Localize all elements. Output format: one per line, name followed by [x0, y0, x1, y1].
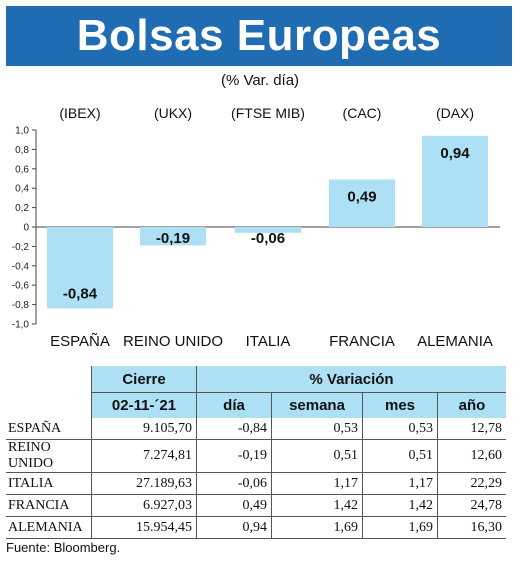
cell-cierre: 27.189,63 — [91, 472, 197, 495]
x-tick-label: ITALIA — [246, 333, 291, 350]
x-tick-label: FRANCIA — [329, 333, 395, 350]
table-corner-2 — [6, 393, 92, 419]
x-tick-label: REINO UNIDO — [123, 333, 223, 350]
cell-cierre: 7.274,81 — [91, 439, 197, 473]
bars — [47, 135, 488, 309]
cell-semana: 1,69 — [271, 516, 363, 539]
header-variacion: % Variación — [196, 366, 506, 393]
cell-ano: 12,60 — [437, 439, 506, 473]
cell-semana: 1,42 — [271, 494, 363, 517]
cell-semana: 0,51 — [271, 439, 363, 473]
bar-francia — [329, 179, 395, 227]
header-dia: día — [196, 392, 272, 418]
y-tick-label: 0,8 — [15, 145, 29, 156]
y-tick-label: -0,2 — [12, 242, 30, 253]
y-tick-label: 1,0 — [15, 126, 29, 137]
index-label: (FTSE MIB) — [231, 105, 305, 121]
cell-dia: -0,06 — [196, 472, 272, 495]
table-row: FRANCIA 6.927,03 0,49 1,42 1,42 24,78 — [6, 494, 506, 517]
source-note: Fuente: Bloomberg. — [6, 540, 121, 555]
cell-mes: 1,42 — [362, 494, 438, 517]
cell-ano: 24,78 — [437, 494, 506, 517]
table-corner — [6, 366, 92, 393]
cell-mes: 0,53 — [362, 418, 438, 440]
bar-italia — [235, 227, 301, 233]
table-row: REINO UNIDO 7.274,81 -0,19 0,51 0,51 12,60 — [6, 439, 506, 473]
cell-mes: 0,51 — [362, 439, 438, 473]
cell-dia: 0,94 — [196, 516, 272, 539]
header-cierre: Cierre — [91, 366, 197, 393]
row-country: ITALIA — [6, 472, 92, 495]
chart-subtitle: (% Var. día) — [220, 72, 300, 89]
cell-ano: 22,29 — [437, 472, 506, 495]
header-mes: mes — [362, 392, 438, 418]
data-label: -0,19 — [156, 230, 190, 247]
header-date: 02-11-´21 — [91, 392, 197, 418]
header-ano: año — [437, 392, 506, 418]
bar-españa — [47, 227, 113, 309]
cell-ano: 12,78 — [437, 418, 506, 440]
table-row: ITALIA 27.189,63 -0,06 1,17 1,17 22,29 — [6, 472, 506, 495]
y-tick-label: 0,4 — [15, 184, 29, 195]
y-tick-label: 0,2 — [15, 203, 29, 214]
cell-dia: -0,19 — [196, 439, 272, 473]
index-label: (CAC) — [343, 105, 382, 121]
y-tick-label: -0,6 — [12, 281, 30, 292]
header-semana: semana — [271, 392, 363, 418]
index-table: Cierre % Variación 02-11-´21 día semana … — [6, 366, 506, 539]
cell-cierre: 6.927,03 — [91, 494, 197, 517]
y-tick-label: -0,8 — [12, 300, 30, 311]
row-country: REINO UNIDO — [6, 439, 92, 473]
cell-semana: 1,17 — [271, 472, 363, 495]
bar-alemania — [422, 135, 488, 227]
y-tick-label: 0 — [23, 223, 29, 234]
y-tick-label: -1,0 — [12, 320, 30, 331]
table-row: ALEMANIA 15.954,45 0,94 1,69 1,69 16,30 — [6, 516, 506, 539]
labels: -0,84 (IBEX) ESPAÑA -0,19 (UKX) REINO UNIDO -0… — [50, 105, 493, 350]
data-label: -0,84 — [63, 285, 98, 302]
x-tick-label: ESPAÑA — [50, 333, 110, 350]
y-tick-label: 0,6 — [15, 164, 29, 175]
data-label: 0,49 — [347, 188, 376, 205]
cell-mes: 1,69 — [362, 516, 438, 539]
bar-chart: 1,0 0,8 0,6 0,4 0,2 0 -0,2 -0,4 -0,6 -0,8 -1,0 -0,… — [12, 105, 500, 350]
y-axis: 1,0 0,8 0,6 0,4 0,2 0 -0,2 -0,4 -0,6 -0,8 -1,0 — [12, 126, 500, 331]
row-country: ALEMANIA — [6, 516, 92, 539]
bar-reino-unido — [140, 227, 206, 246]
cell-cierre: 15.954,45 — [91, 516, 197, 539]
row-country: FRANCIA — [6, 494, 92, 517]
y-tick-label: -0,4 — [12, 261, 30, 272]
cell-ano: 16,30 — [437, 516, 506, 539]
index-label: (IBEX) — [59, 105, 100, 121]
index-label: (DAX) — [436, 105, 474, 121]
index-label: (UKX) — [154, 105, 192, 121]
cell-cierre: 9.105,70 — [91, 418, 197, 440]
row-country: ESPAÑA — [6, 418, 92, 440]
x-tick-label: ALEMANIA — [417, 333, 493, 350]
chart-title: Bolsas Europeas — [6, 6, 512, 66]
data-label: -0,06 — [251, 230, 285, 247]
table-row: ESPAÑA 9.105,70 -0,84 0,53 0,53 12,78 — [6, 418, 506, 440]
cell-mes: 1,17 — [362, 472, 438, 495]
cell-dia: -0,84 — [196, 418, 272, 440]
data-label: 0,94 — [440, 145, 470, 162]
cell-semana: 0,53 — [271, 418, 363, 440]
cell-dia: 0,49 — [196, 494, 272, 517]
